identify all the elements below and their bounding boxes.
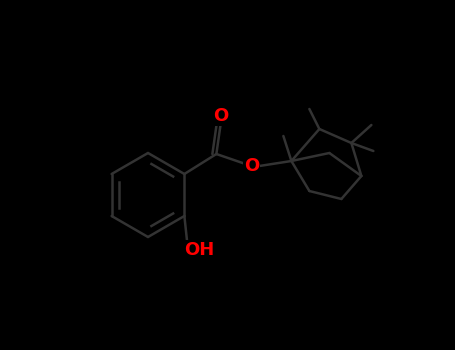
Text: O: O: [213, 107, 228, 125]
Text: OH: OH: [184, 241, 214, 259]
Text: O: O: [244, 157, 259, 175]
